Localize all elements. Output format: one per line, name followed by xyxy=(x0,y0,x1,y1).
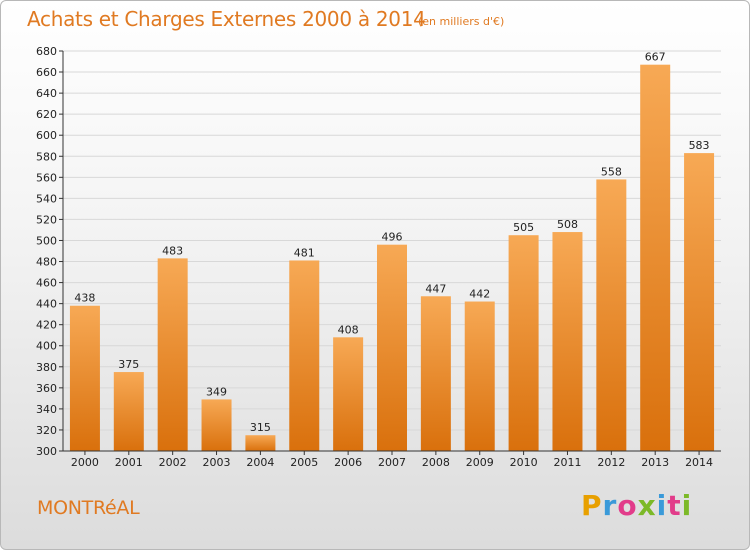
x-tick-label: 2007 xyxy=(378,456,406,469)
bar xyxy=(552,232,583,451)
y-tick-label: 560 xyxy=(36,171,57,184)
y-tick-label: 680 xyxy=(36,45,57,58)
bar-value-label: 505 xyxy=(513,221,534,234)
y-tick-label: 360 xyxy=(36,382,57,395)
bar xyxy=(464,301,495,451)
bar-value-label: 349 xyxy=(206,385,227,398)
bar xyxy=(596,179,627,451)
proxiti-logo[interactable]: Proxiti xyxy=(581,489,691,523)
x-tick-label: 2004 xyxy=(246,456,274,469)
bar-value-label: 375 xyxy=(118,358,139,371)
x-tick-label: 2014 xyxy=(685,456,713,469)
bar-value-label: 408 xyxy=(338,323,359,336)
y-tick-label: 500 xyxy=(36,234,57,247)
x-tick-label: 2010 xyxy=(510,456,538,469)
logo-letter: P xyxy=(581,489,603,522)
bar xyxy=(508,235,539,451)
x-tick-label: 2000 xyxy=(71,456,99,469)
logo-letter: i xyxy=(656,489,668,522)
bar xyxy=(684,153,715,451)
bar xyxy=(333,337,364,451)
bar-value-label: 483 xyxy=(162,244,183,257)
bar xyxy=(245,435,276,451)
bar xyxy=(289,260,320,451)
bar-value-label: 447 xyxy=(425,282,446,295)
logo-letter: x xyxy=(637,489,657,522)
y-tick-label: 660 xyxy=(36,66,57,79)
x-tick-label: 2006 xyxy=(334,456,362,469)
axes: 300 320 340 360 380 400 420 440 460 480 500 520 540 5… xyxy=(36,45,721,469)
y-tick-label: 640 xyxy=(36,87,57,100)
x-tick-label: 2003 xyxy=(203,456,231,469)
bar xyxy=(201,399,232,451)
x-tick-label: 2012 xyxy=(597,456,625,469)
y-tick-label: 620 xyxy=(36,108,57,121)
x-tick-label: 2001 xyxy=(115,456,143,469)
y-tick-label: 300 xyxy=(36,445,57,458)
logo-letter: i xyxy=(681,489,693,522)
x-tick-label: 2008 xyxy=(422,456,450,469)
bar-value-label: 481 xyxy=(294,246,315,259)
bar-value-label: 583 xyxy=(689,139,710,152)
y-tick-label: 420 xyxy=(36,319,57,332)
x-tick-label: 2005 xyxy=(290,456,318,469)
bar xyxy=(69,305,100,451)
bar xyxy=(420,296,451,451)
y-tick-label: 440 xyxy=(36,298,57,311)
chart-title: Achats et Charges Externes 2000 à 2014 xyxy=(27,7,426,31)
y-tick-label: 320 xyxy=(36,424,57,437)
city-name: MONTRéAL xyxy=(37,497,140,519)
y-tick-label: 520 xyxy=(36,213,57,226)
y-tick-label: 340 xyxy=(36,403,57,416)
logo-letter: o xyxy=(617,489,638,522)
x-tick-label: 2013 xyxy=(641,456,669,469)
y-tick-label: 600 xyxy=(36,129,57,142)
y-tick-label: 400 xyxy=(36,340,57,353)
bar xyxy=(640,64,671,452)
bar-value-label: 438 xyxy=(74,292,95,305)
bar-value-label: 508 xyxy=(557,218,578,231)
y-tick-label: 580 xyxy=(36,150,57,163)
x-tick-label: 2011 xyxy=(553,456,581,469)
y-tick-label: 540 xyxy=(36,192,57,205)
x-tick-label: 2009 xyxy=(466,456,494,469)
logo-letter: r xyxy=(602,489,618,522)
bar-value-label: 496 xyxy=(382,231,403,244)
bar xyxy=(377,244,407,451)
y-tick-label: 480 xyxy=(36,256,57,269)
y-tick-label: 380 xyxy=(36,361,57,374)
y-tick-label: 460 xyxy=(36,277,57,290)
bar-value-label: 667 xyxy=(645,51,666,64)
x-tick-label: 2002 xyxy=(159,456,187,469)
bar-value-label: 315 xyxy=(250,421,271,434)
bar-value-label: 558 xyxy=(601,165,622,178)
bar xyxy=(157,258,188,451)
bar xyxy=(113,372,144,451)
bar-value-label: 442 xyxy=(469,288,490,301)
logo-letter: t xyxy=(667,489,682,522)
bars: 438 375 483 349 315 481 408 496 447 442 505 508 558 6… xyxy=(69,51,715,452)
chart-subtitle: (en milliers d'€) xyxy=(418,15,505,28)
